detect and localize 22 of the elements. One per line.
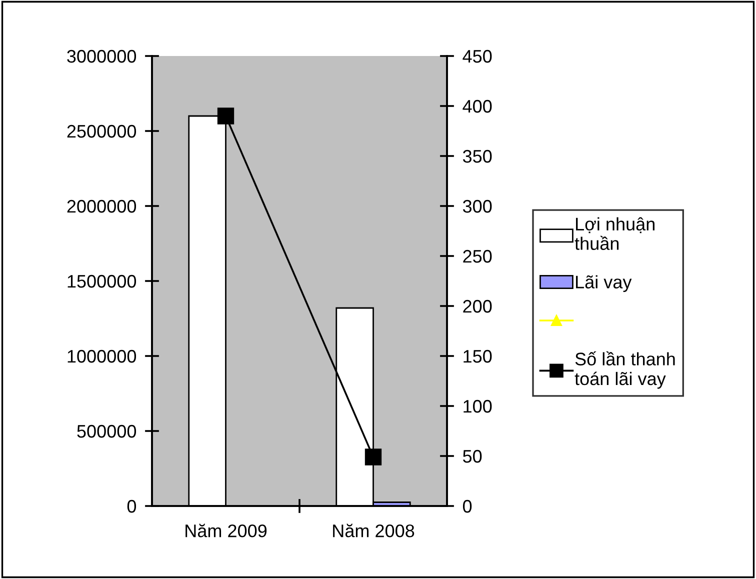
x-tick-label: Năm 2008 (333, 524, 414, 538)
y-tick-label: 500000 (77, 424, 136, 438)
y-tick-label: 0 (127, 500, 136, 513)
y2-tick-label: 50 (463, 450, 482, 463)
y-tick-label: 1000000 (68, 350, 136, 363)
y2-tick-label: 300 (462, 200, 492, 213)
x-tick-label: Năm 2009 (186, 524, 267, 538)
y2-tick-label: 400 (462, 100, 492, 113)
y-tick-label: 2500000 (67, 124, 136, 138)
legend-label: Lợi nhuận thuần (574, 217, 654, 250)
legend-label: Lãi vay (576, 275, 632, 292)
y2-tick-label: 200 (463, 300, 492, 313)
y2-tick-label: 150 (464, 350, 492, 363)
y2-tick-label: 450 (462, 50, 492, 63)
y-tick-label: 2000000 (67, 200, 136, 213)
y-tick-label: 1500000 (68, 274, 136, 288)
y-tick-label: 3000000 (67, 50, 136, 63)
y2-tick-label: 350 (462, 150, 492, 163)
y2-tick-label: 250 (463, 250, 492, 263)
legend-label: Số lần thanh toán lãi vay (574, 351, 675, 389)
y2-tick-label: 100 (464, 400, 492, 413)
y2-tick-label: 0 (462, 500, 472, 513)
